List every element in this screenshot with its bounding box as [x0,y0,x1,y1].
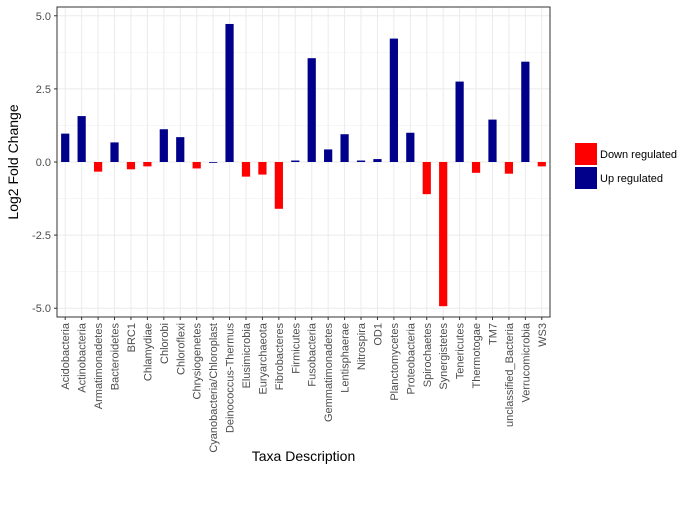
bar [422,162,431,195]
x-tick-label: Acidobacteria [60,322,72,390]
bar [307,58,316,162]
x-tick-label: unclassified_Bacteria [504,322,516,427]
bar [455,81,464,162]
bars [61,23,546,307]
bar [439,162,448,307]
y-tick-label: 0.0 [36,157,51,169]
x-tick-label: WS3 [537,323,549,347]
y-tick-label: 2.5 [36,84,51,96]
bar [521,61,530,163]
legend-key [575,143,597,165]
x-tick-label: Thermotogae [471,323,483,388]
bar [340,134,349,162]
bar [471,162,481,173]
bar [291,160,300,162]
x-tick-label: OD1 [372,323,384,346]
bar [324,149,333,162]
x-tick-label: Bacteroidetes [110,323,122,391]
x-axis-title: Taxa Description [252,448,356,464]
x-tick-label: Chlorobi [159,323,171,364]
bar [389,38,398,163]
x-tick-label: Firmicutes [290,323,302,374]
bar [110,142,119,162]
bar [258,162,267,175]
y-axis: 5.0 2.5 0.0 -2.5 -5.0 [32,11,57,315]
x-axis: Acidobacteria Actinobacteria Armatimonadet… [60,317,549,453]
x-tick-label: Cyanobacteria/Chloroplast [208,323,220,453]
x-tick-label: Euryarchaeota [257,322,269,394]
bar [274,162,283,209]
bar [192,162,201,169]
x-tick-label: Fusobacteria [307,322,319,386]
y-tick-label: -2.5 [32,230,51,242]
legend-key [575,167,597,189]
x-tick-label: Fibrobacteres [274,323,286,391]
x-tick-label: Proteobacteria [405,322,417,394]
bar [143,162,152,167]
legend-label: Up regulated [600,173,663,185]
bar [159,129,168,162]
bar [176,137,185,162]
bar [61,133,70,162]
x-tick-label: TM7 [487,323,499,345]
x-tick-label: BRC1 [126,323,138,352]
bar [225,23,234,162]
x-tick-label: Planctomycetes [389,323,401,401]
x-tick-label: Armatimonadetes [93,323,105,410]
y-tick-label: -5.0 [32,303,51,315]
bar [209,162,218,163]
bar [77,116,86,162]
x-tick-label: Lentisphaerae [340,323,352,393]
x-tick-label: Tenericutes [455,323,467,380]
bar [488,119,497,162]
bar [504,162,514,174]
legend: Down regulated Up regulated [575,143,677,189]
y-axis-title: Log2 Fold Change [5,104,21,219]
bar [241,162,251,177]
bar [93,162,103,172]
x-tick-label: Elusimicrobia [241,322,253,388]
bar [537,162,546,167]
x-tick-label: Gemmatimonadetes [323,323,335,423]
x-tick-label: Chlamydiae [142,323,154,381]
y-tick-label: 5.0 [36,11,51,23]
x-tick-label: Nitrospira [356,322,368,370]
x-tick-label: Deinococcus-Thermus [225,323,237,434]
x-tick-label: Chloroflexi [175,323,187,375]
x-tick-label: Actinobacteria [77,322,89,393]
bar [373,159,382,162]
x-tick-label: Spirochaetes [422,323,434,388]
bar [126,162,136,170]
bar [356,160,366,162]
x-tick-label: Verrucomicrobia [520,322,532,402]
x-tick-label: Chrysiogenetes [192,323,204,400]
legend-label: Down regulated [600,149,677,161]
x-tick-label: Synergistetes [438,323,450,390]
bar [406,132,415,162]
